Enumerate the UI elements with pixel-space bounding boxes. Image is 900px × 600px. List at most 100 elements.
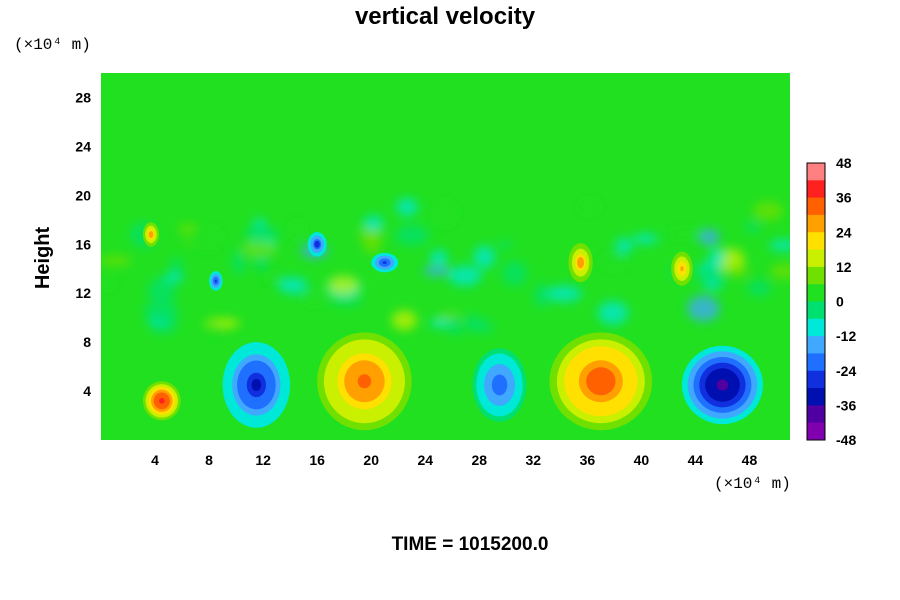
colorbar-segment <box>807 249 825 268</box>
x-tick-label: 32 <box>526 452 542 468</box>
colorbar-segment <box>807 405 825 424</box>
colorbar-segment <box>807 318 825 337</box>
x-ticks: 4 8 12 16 20 24 28 32 36 40 44 48 <box>151 452 757 468</box>
turbulence-patch <box>579 199 600 214</box>
colorbar-segment <box>807 214 825 233</box>
velocity-cell <box>307 232 327 257</box>
y-tick-label: 12 <box>75 285 91 301</box>
colorbar-tick-label: 36 <box>836 190 852 206</box>
y-tick-label: 4 <box>83 383 91 399</box>
turbulence-patch <box>244 225 279 245</box>
x-tick-label: 16 <box>309 452 325 468</box>
time-annotation: TIME = 1015200.0 <box>392 534 549 555</box>
colorbar-segment <box>807 232 825 251</box>
colorbar-segment <box>807 284 825 302</box>
turbulence-patch <box>327 275 360 295</box>
y-tick-label: 20 <box>75 187 91 203</box>
y-ticks: 4 8 12 16 20 24 28 <box>75 89 91 399</box>
colorbar-segment <box>807 266 825 285</box>
contour-band <box>593 374 609 389</box>
turbulence-patch <box>396 198 419 217</box>
turbulence-patch <box>278 277 309 295</box>
turbulence-patch <box>615 237 633 255</box>
turbulence-patch <box>448 265 482 286</box>
velocity-cell <box>549 332 653 431</box>
turbulence-patch <box>632 233 659 245</box>
colorbar-tick-label: -12 <box>836 328 856 344</box>
turbulence-patch <box>709 248 726 266</box>
velocity-cell <box>371 252 399 273</box>
turbulence-patch <box>502 261 528 286</box>
velocity-cell <box>142 381 181 421</box>
velocity-cell <box>222 342 291 428</box>
plot-area <box>101 73 790 440</box>
velocity-cell <box>681 345 763 425</box>
turbulence-patch <box>147 278 176 304</box>
colorbar-segment <box>807 422 825 441</box>
x-tick-label: 24 <box>417 452 433 468</box>
turbulence-patch <box>597 301 629 325</box>
colorbar-frame <box>806 162 826 441</box>
turbulence-patch <box>447 315 464 336</box>
velocity-cell <box>568 243 593 283</box>
turbulence-patch <box>534 283 549 308</box>
contour-band <box>214 279 217 283</box>
colorbar: 48 36 24 12 0 -12 -24 -36 -48 <box>806 155 856 448</box>
colorbar-tick-label: -36 <box>836 397 856 413</box>
colorbar-segment <box>807 353 825 372</box>
turbulence-patch <box>242 241 277 257</box>
contour-band <box>495 379 504 391</box>
turbulence-patch <box>423 266 451 276</box>
x-tick-label: 4 <box>151 452 159 468</box>
contour-band <box>149 232 153 237</box>
velocity-cell <box>472 348 527 422</box>
colorbar-segment <box>807 370 825 389</box>
colorbar-segment <box>807 301 825 320</box>
colorbar-segment <box>807 388 825 406</box>
turbulence-patch <box>433 200 457 227</box>
velocity-cell <box>317 332 412 431</box>
turbulence-patch <box>429 249 448 266</box>
x-tick-label: 8 <box>205 452 213 468</box>
y-unit-label: (×10⁴ m) <box>14 36 91 54</box>
turbulence-patch <box>394 224 430 246</box>
turbulence-patch <box>745 220 760 233</box>
turbulence-patch <box>687 295 720 322</box>
turbulence-patch <box>698 228 720 246</box>
colorbar-tick-label: 12 <box>836 259 852 275</box>
turbulence-patch <box>696 265 726 288</box>
y-tick-label: 28 <box>75 89 91 105</box>
turbulence-patch <box>770 263 790 280</box>
contour-band <box>382 261 387 265</box>
contour-band <box>578 259 583 266</box>
turbulence-patch <box>300 292 327 305</box>
turbulence-patch <box>599 254 627 270</box>
y-tick-label: 16 <box>75 236 91 252</box>
turbulence-patch <box>769 239 790 251</box>
turbulence-patch <box>726 267 750 277</box>
colorbar-segment <box>807 336 825 354</box>
colorbar-tick-label: -24 <box>836 363 856 379</box>
turbulence-patch <box>263 274 284 283</box>
x-unit-label: (×10⁴ m) <box>714 475 791 493</box>
turbulence-patch <box>668 229 703 238</box>
velocity-cells <box>142 222 763 431</box>
colorbar-segment <box>807 180 825 199</box>
colorbar-tick-label: 24 <box>836 224 852 240</box>
turbulence-patch <box>497 241 513 250</box>
turbulence-patch <box>232 249 246 275</box>
turbulence-patch <box>704 281 722 291</box>
turbulence-patch <box>290 221 304 239</box>
contour-band <box>159 398 165 404</box>
colorbar-segment <box>807 197 825 216</box>
y-axis-label: Height <box>32 227 54 290</box>
y-tick-label: 8 <box>83 334 91 350</box>
velocity-cell <box>671 251 693 286</box>
velocity-cell <box>209 271 223 291</box>
turbulence-patch <box>546 285 582 302</box>
turbulence-patch <box>747 280 772 297</box>
turbulence-patch <box>363 215 384 232</box>
x-tick-label: 48 <box>742 452 758 468</box>
y-tick-label: 24 <box>75 138 91 154</box>
